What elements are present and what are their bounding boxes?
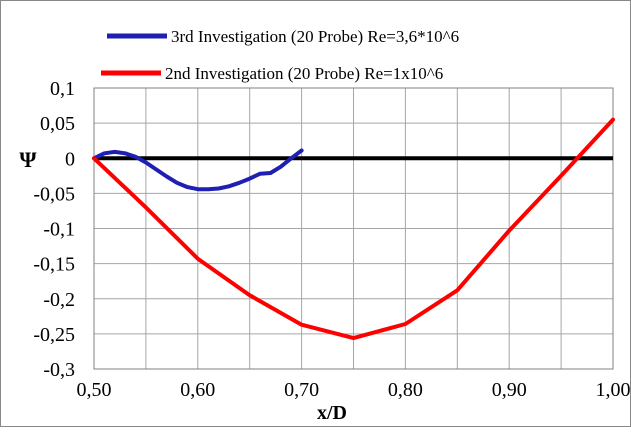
x-tick-label-2: 0,70 [284, 379, 319, 401]
y-tick-label-6: -0,2 [43, 289, 75, 311]
x-tick-label-4: 0,90 [492, 379, 527, 401]
y-tick-label-2: 0 [65, 148, 75, 170]
y-tick-label-3: -0,05 [33, 183, 75, 205]
legend: 3rd Investigation (20 Probe) Re=3,6*10^6… [101, 27, 459, 83]
x-tick-label-3: 0,80 [388, 379, 423, 401]
y-tick-label-0: 0,1 [50, 78, 75, 100]
series-line-0 [92, 148, 304, 192]
legend-label-1: 2nd Investigation (20 Probe) Re=1x10^6 [165, 64, 443, 83]
tick-labels: 0,1 0,05 0 -0,05 -0,1 -0,15 -0,2 -0,25 -0,30,50 0… [33, 78, 630, 401]
y-tick-label-8: -0,3 [43, 359, 75, 381]
plot-area-border [93, 87, 614, 370]
y-tick-label-1: 0,05 [40, 113, 75, 135]
x-axis-title: x/D [317, 402, 347, 424]
x-tick-label-1: 0,60 [180, 379, 215, 401]
series-line-1 [92, 117, 615, 341]
legend-label-0: 3rd Investigation (20 Probe) Re=3,6*10^6 [171, 27, 459, 46]
x-tick-label-5: 1,00 [596, 379, 631, 401]
y-tick-label-7: -0,25 [33, 324, 75, 346]
y-tick-label-4: -0,1 [43, 219, 75, 241]
axes [93, 87, 614, 370]
series-lines [92, 117, 615, 341]
x-tick-label-0: 0,50 [77, 379, 112, 401]
y-tick-label-5: -0,15 [33, 254, 75, 276]
y-axis-title: Ψ [19, 147, 37, 172]
